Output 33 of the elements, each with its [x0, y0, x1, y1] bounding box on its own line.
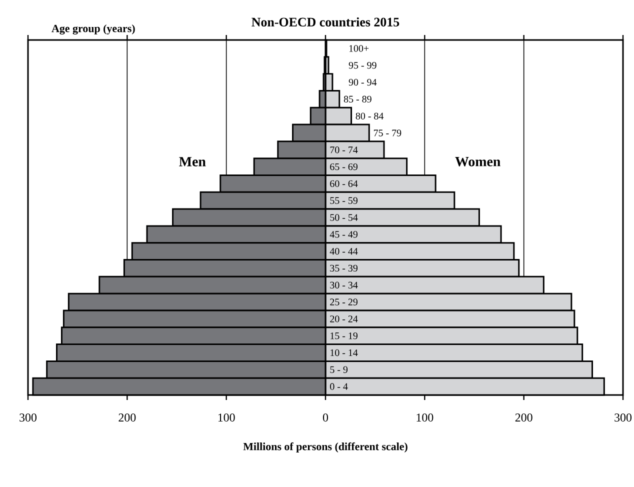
y-tick-label: 65 - 69: [330, 163, 358, 170]
chart-title: Non-OECD countries 2015: [252, 17, 400, 26]
y-tick-label: 5 - 9: [330, 366, 348, 373]
y-tick-label: 70 - 74: [330, 146, 358, 154]
y-tick-label: 35 - 39: [330, 264, 358, 272]
y-tick-label: 50 - 54: [330, 214, 358, 221]
y-axis-title: Age group (years): [52, 24, 135, 34]
y-tick-label: 100+: [349, 45, 369, 52]
x-tick-label: 300: [614, 414, 632, 422]
x-tick-label: 0: [322, 414, 328, 422]
x-tick-label: 200: [118, 414, 136, 422]
series-label: Women: [455, 157, 500, 166]
series-label: Men: [179, 157, 206, 166]
y-tick-label: 95 - 99: [348, 62, 376, 69]
x-tick-label: 100: [416, 414, 434, 422]
y-tick-label: 10 - 14: [330, 349, 358, 356]
y-tick-label: 85 - 89: [344, 96, 372, 103]
y-tick-label: 40 - 44: [330, 248, 358, 255]
x-axis-title: Millions of persons (different scale): [243, 442, 408, 452]
y-tick-label: 75 - 79: [374, 130, 402, 136]
y-tick-label: 55 - 59: [330, 197, 358, 204]
y-tick-label: 45 - 49: [330, 231, 358, 238]
x-tick-label: 100: [218, 414, 235, 422]
y-tick-label: 30 - 34: [330, 282, 358, 288]
y-tick-label: 15 - 19: [330, 332, 358, 340]
y-tick-label: 90 - 94: [348, 78, 377, 86]
y-tick-label: 80 - 84: [356, 112, 384, 120]
y-tick-label: 25 - 29: [330, 298, 358, 306]
y-tick-label: 0 - 4: [330, 383, 348, 390]
y-tick-label: 60 - 64: [330, 180, 358, 188]
x-tick-label: 300: [20, 414, 37, 422]
y-tick-label: 20 - 24: [330, 316, 358, 322]
x-tick-label: 200: [515, 414, 532, 422]
